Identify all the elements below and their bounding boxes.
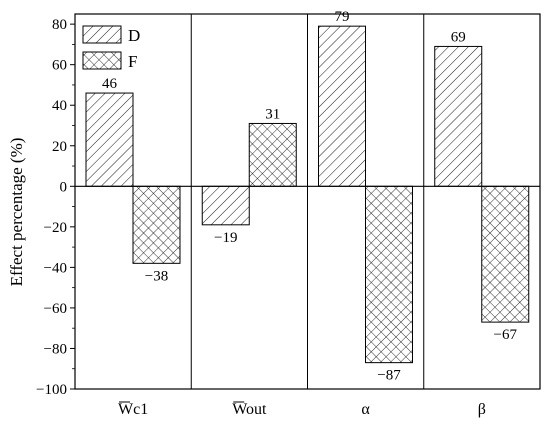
x-tick-label: Wout <box>232 401 267 418</box>
y-tick-label: 20 <box>52 139 67 155</box>
y-tick-label: 40 <box>52 98 67 114</box>
plot-frame <box>74 13 541 390</box>
data-label: 46 <box>102 76 118 92</box>
data-label: 31 <box>265 106 280 122</box>
bar-f <box>248 122 297 187</box>
y-axis-title: Effect percentage (%) <box>7 138 26 287</box>
legend-swatch-f <box>82 51 122 70</box>
y-tick-label: 0 <box>60 179 68 195</box>
x-tick-label: Wc1 <box>118 401 148 418</box>
data-label: 69 <box>451 29 466 45</box>
y-tick-label: −60 <box>44 301 67 317</box>
data-label: −67 <box>494 327 518 343</box>
data-label: −87 <box>377 368 401 384</box>
bar-d <box>85 92 134 187</box>
y-tick-label: −80 <box>44 341 67 357</box>
legend-label-f: F <box>128 52 137 71</box>
y-tick-label: −100 <box>36 382 67 398</box>
bar-f <box>132 185 181 264</box>
bar-f <box>365 185 413 364</box>
y-tick-label: −40 <box>44 260 67 276</box>
bar-d <box>318 25 366 187</box>
x-tick-label: β <box>478 401 486 418</box>
bar-f <box>481 185 530 323</box>
legend-swatch-d <box>82 25 122 44</box>
bar-d <box>201 185 250 226</box>
data-label: −19 <box>214 230 237 246</box>
x-tick-label: α <box>361 401 370 418</box>
y-tick-label: −20 <box>44 220 67 236</box>
y-tick-label: 60 <box>52 58 67 74</box>
legend: D F <box>82 25 140 71</box>
bar-d <box>434 45 483 187</box>
y-tick-label: 80 <box>52 17 67 33</box>
legend-label-d: D <box>128 26 140 45</box>
data-label: 79 <box>335 9 350 25</box>
data-label: −38 <box>145 268 168 284</box>
